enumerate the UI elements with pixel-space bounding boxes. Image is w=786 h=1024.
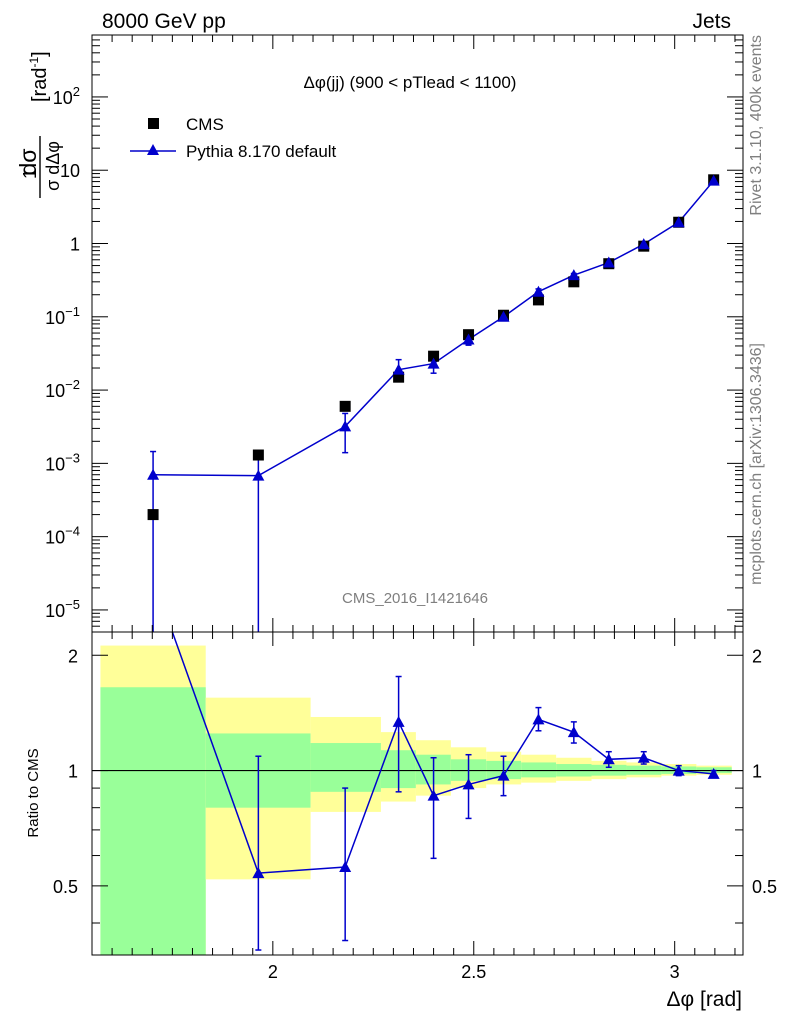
cms-point — [393, 371, 405, 383]
ratio-point — [497, 769, 510, 781]
ratio-tick-label-right: 2 — [752, 646, 762, 666]
ratio-tick-label: 1 — [68, 762, 78, 782]
ratio-plot-frame — [91, 631, 744, 956]
pythia-point — [707, 174, 720, 186]
ratio-plot-data — [171, 632, 720, 951]
header-right: Jets — [692, 10, 731, 33]
band-inner — [521, 762, 557, 778]
ratio-point — [532, 713, 545, 725]
band-inner — [100, 687, 206, 955]
svg-text:[rad-1]: [rad-1] — [27, 51, 51, 102]
ratio-point — [567, 726, 580, 738]
pythia-point — [637, 238, 650, 250]
pythia-point — [339, 420, 352, 432]
ratio-tick-label-right: 0.5 — [752, 877, 777, 897]
ratio-point — [339, 861, 352, 873]
ratio-tick-label: 0.5 — [53, 877, 78, 897]
y-tick-label: 102 — [53, 84, 80, 108]
pythia-point — [602, 256, 615, 268]
axes-ticks: 2 2.5 3 10−5 10−4 10−3 10−2 10−1 1 10 102 0.5 0.5 1 1 2… — [45, 34, 777, 982]
ratio-tick-label: 2 — [68, 646, 78, 666]
ratio-y-axis-label: Ratio to CMS — [25, 748, 42, 837]
y-tick-label: 10−3 — [45, 450, 80, 474]
pythia-line — [153, 180, 715, 477]
y-tick-label: 10−1 — [45, 304, 80, 328]
ratio-point — [707, 767, 720, 779]
cms-point — [568, 276, 580, 288]
x-tick-label: 2 — [268, 962, 278, 982]
y-tick-label: 10−4 — [45, 524, 80, 548]
band-inner — [310, 743, 381, 792]
pythia-point — [427, 357, 440, 369]
x-tick-label: 2.5 — [461, 962, 486, 982]
ratio-point — [602, 753, 615, 765]
pythia-point — [532, 285, 545, 297]
y-tick-label: 10−2 — [45, 377, 80, 401]
ratio-point — [252, 867, 265, 879]
rivet-version-label: Rivet 3.1.10, 400k events — [748, 35, 765, 216]
svg-text:σ dΔφ: σ dΔφ — [43, 141, 63, 191]
pythia-point — [147, 468, 160, 480]
pythia-point — [392, 363, 405, 375]
legend-label-cms: CMS — [186, 115, 224, 134]
ratio-point — [462, 778, 475, 790]
ratio-tick-label-right: 1 — [752, 762, 762, 782]
legend-label-pythia: Pythia 8.170 default — [186, 142, 337, 161]
x-tick-label: 3 — [670, 962, 680, 982]
y-tick-label: 1 — [70, 235, 80, 255]
cms-point — [252, 449, 264, 461]
pythia-point — [567, 269, 580, 281]
ratio-point — [427, 789, 440, 801]
x-axis-label: Δφ [rad] — [667, 988, 743, 1011]
y-tick-label: 10 — [60, 161, 80, 181]
pythia-point — [462, 333, 475, 345]
header-left: 8000 GeV pp — [102, 10, 226, 33]
legend-marker-cms — [148, 118, 159, 129]
legend: CMS Pythia 8.170 default — [130, 115, 337, 161]
legend-marker-pythia — [147, 144, 159, 155]
cms-point — [428, 350, 440, 362]
cms-point — [339, 400, 351, 412]
ratio-point — [672, 764, 685, 776]
y-axis-label: 1dσ σ dΔφ [rad-1] — [15, 51, 63, 198]
cms-point — [532, 294, 544, 306]
ratio-uncertainty-bands — [92, 645, 743, 955]
cms-point — [147, 509, 159, 521]
ratio-point — [392, 715, 405, 727]
analysis-id-label: CMS_2016_I1421646 — [342, 590, 488, 607]
plot-title: Δφ(jj) (900 < pTlead < 1100) — [304, 73, 517, 92]
pythia-point — [497, 310, 510, 322]
ratio-point — [637, 751, 650, 763]
svg-text:1dσ: 1dσ — [15, 149, 41, 180]
pythia-point — [672, 216, 685, 228]
y-tick-label: 10−5 — [45, 597, 80, 621]
pythia-point — [252, 469, 265, 481]
mcplots-label: mcplots.cern.ch [arXiv:1306.3436] — [748, 343, 765, 585]
main-plot-data — [147, 174, 720, 632]
